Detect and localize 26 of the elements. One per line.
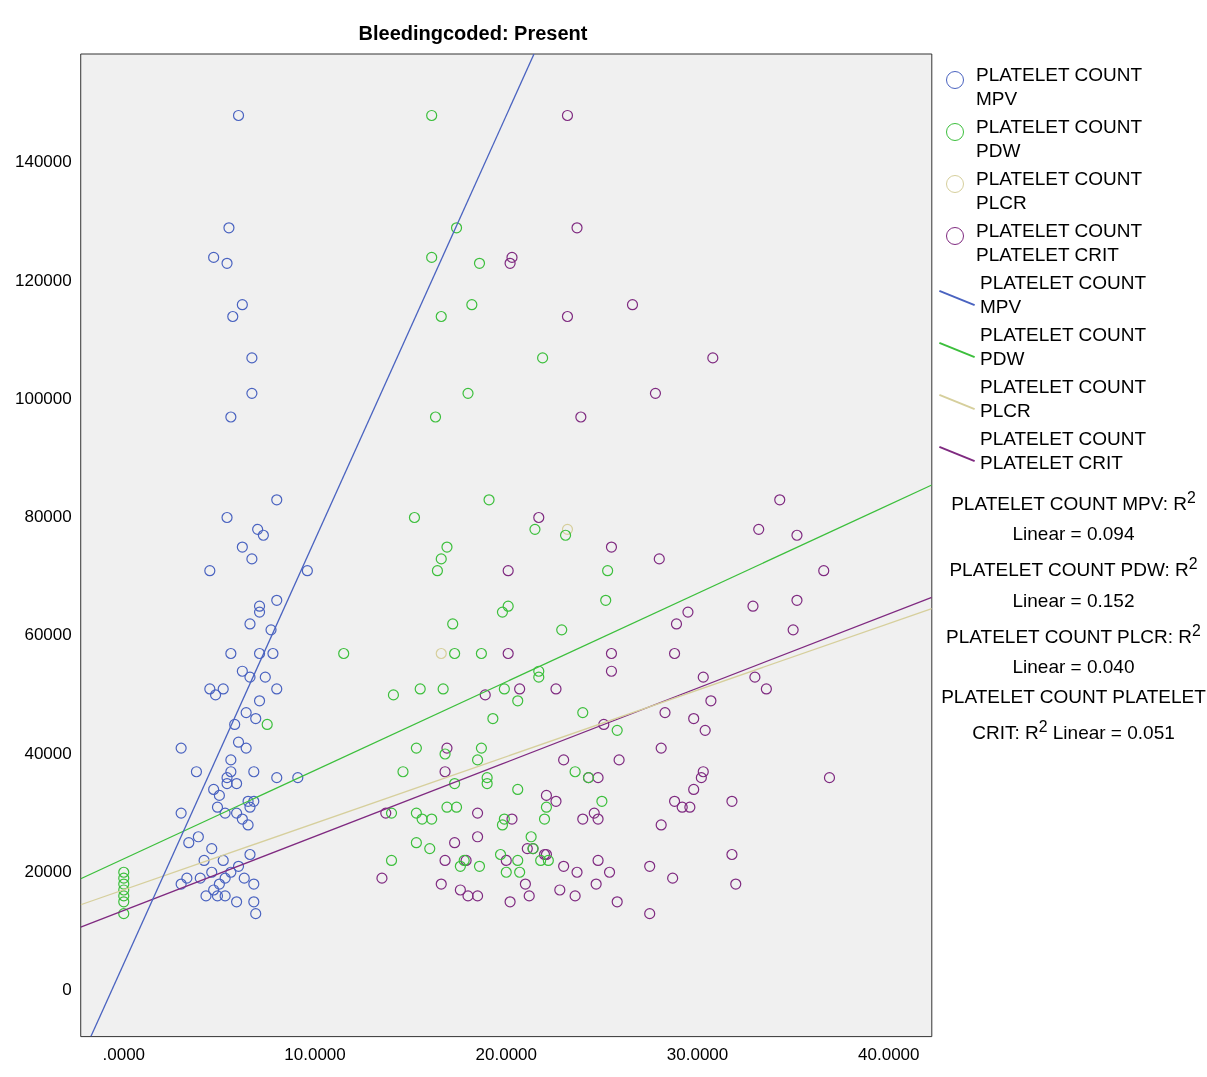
legend-label: PLATELET COUNT PDW [980, 323, 1147, 371]
text: PLATELET COUNT PDW: R$^{2}$ Linear = 0.152 [949, 555, 1198, 611]
y-tick-label: 100000 [14, 388, 72, 408]
y-tick-label: 140000 [14, 152, 72, 172]
y-tick-label: 0 [62, 980, 72, 1000]
y-tick-label: 120000 [14, 270, 72, 290]
legend-label: PLATELET COUNT PDW [976, 115, 1143, 163]
text: PLATELET COUNT PLATELET CRIT: R$^{2}$ Linear = 0.051 [940, 685, 1207, 746]
text: PLATELET COUNT MPV: R$^{2}$ Linear = 0.094 [951, 489, 1196, 545]
legend-label: PLATELET COUNT PLCR [976, 167, 1143, 215]
x-tick-label: 40.0000 [858, 1045, 920, 1065]
legend-label: PLATELET COUNT PLATELET CRIT [976, 219, 1143, 267]
legend-label: PLATELET COUNT PLATELET CRIT [980, 427, 1147, 475]
y-tick-label: 20000 [24, 861, 72, 881]
y-tick-label: 40000 [24, 743, 72, 763]
y-tick-label: 80000 [24, 507, 72, 527]
chart-title: Bleedingcoded: Present [358, 21, 588, 44]
legend-label: PLATELET COUNT MPV [976, 63, 1143, 111]
y-tick-label: 60000 [24, 625, 72, 645]
legend-label: PLATELET COUNT MPV [980, 271, 1147, 319]
x-tick-label: .0000 [102, 1045, 146, 1065]
x-tick-label: 10.0000 [284, 1045, 346, 1065]
x-tick-label: 20.0000 [475, 1045, 537, 1065]
legend-label: PLATELET COUNT PLCR [980, 375, 1147, 423]
text: PLATELET COUNT PLCR: R$^{2}$ Linear = 0.040 [946, 621, 1201, 677]
x-tick-label: 30.0000 [666, 1045, 729, 1065]
